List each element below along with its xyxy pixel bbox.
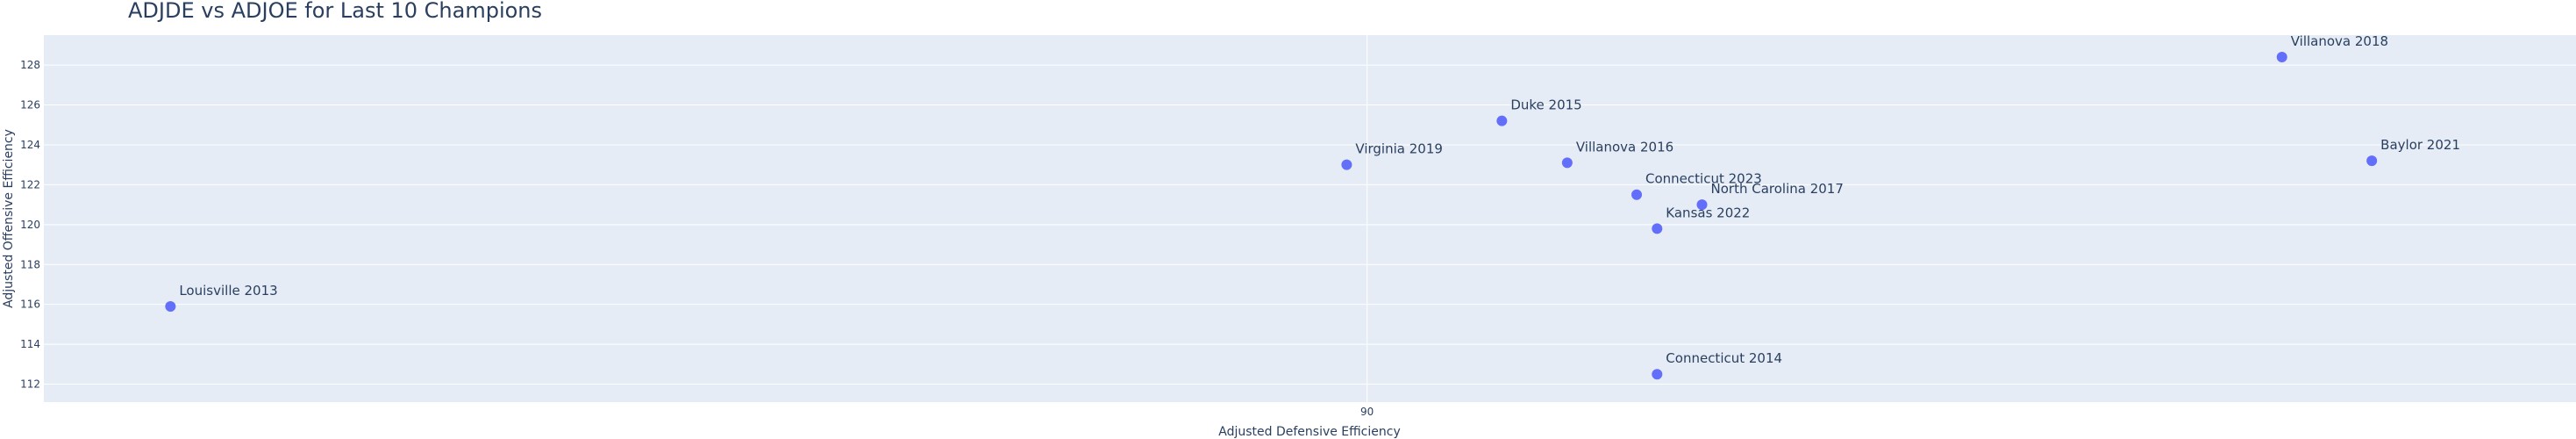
- chart-title: ADJDE vs ADJOE for Last 10 Champions: [128, 0, 542, 23]
- plot-area: [44, 35, 2576, 402]
- y-tick-label: 114: [20, 338, 40, 350]
- data-points: Louisville 2013 Connecticut 2014 Duke 2015…: [165, 33, 2460, 380]
- data-point[interactable]: [1652, 223, 1663, 234]
- y-tick-label: 128: [20, 59, 40, 71]
- data-point-label: Connecticut 2023: [1645, 171, 1762, 187]
- data-point-label: Villanova 2018: [2291, 33, 2388, 49]
- data-point[interactable]: [1341, 159, 1352, 170]
- y-tick-label: 120: [20, 219, 40, 231]
- y-tick-label: 124: [20, 139, 40, 151]
- x-tick-label: 90: [1360, 406, 1374, 418]
- data-point[interactable]: [1631, 189, 1643, 200]
- data-point[interactable]: [1496, 115, 1508, 126]
- y-tick-label: 118: [20, 258, 40, 270]
- data-point-label: North Carolina 2017: [1711, 181, 1844, 197]
- y-tick-label: 122: [20, 178, 40, 191]
- data-point[interactable]: [165, 300, 176, 312]
- y-axis-title: Adjusted Offensive Efficiency: [2, 129, 16, 308]
- y-tick-label: 112: [20, 378, 40, 391]
- gridlines: [44, 35, 2576, 402]
- data-point-label: Virginia 2019: [1355, 141, 1443, 157]
- data-point-label: Villanova 2016: [1576, 139, 1673, 155]
- data-point[interactable]: [1696, 199, 1708, 211]
- data-point-label: Kansas 2022: [1666, 205, 1750, 220]
- axis-ticks: 112 114 116 118 120 122 124 126 128 90: [20, 59, 1374, 418]
- data-point[interactable]: [1561, 157, 1573, 169]
- y-tick-label: 116: [20, 299, 40, 311]
- data-point-label: Duke 2015: [1510, 97, 1581, 113]
- x-axis-title: Adjusted Defensive Efficiency: [1218, 425, 1401, 439]
- data-point[interactable]: [1652, 369, 1663, 380]
- data-point-label: Connecticut 2014: [1666, 350, 1782, 366]
- data-point[interactable]: [2366, 155, 2378, 167]
- data-point-label: Baylor 2021: [2380, 137, 2460, 153]
- y-tick-label: 126: [20, 99, 40, 112]
- data-point-label: Louisville 2013: [179, 283, 277, 299]
- data-point[interactable]: [2276, 51, 2287, 62]
